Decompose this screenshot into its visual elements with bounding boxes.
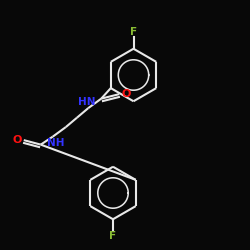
Text: HN: HN	[78, 97, 96, 107]
Text: O: O	[12, 135, 22, 145]
Text: F: F	[130, 27, 137, 37]
Text: F: F	[110, 231, 116, 241]
Text: O: O	[122, 89, 131, 99]
Text: NH: NH	[46, 138, 64, 148]
